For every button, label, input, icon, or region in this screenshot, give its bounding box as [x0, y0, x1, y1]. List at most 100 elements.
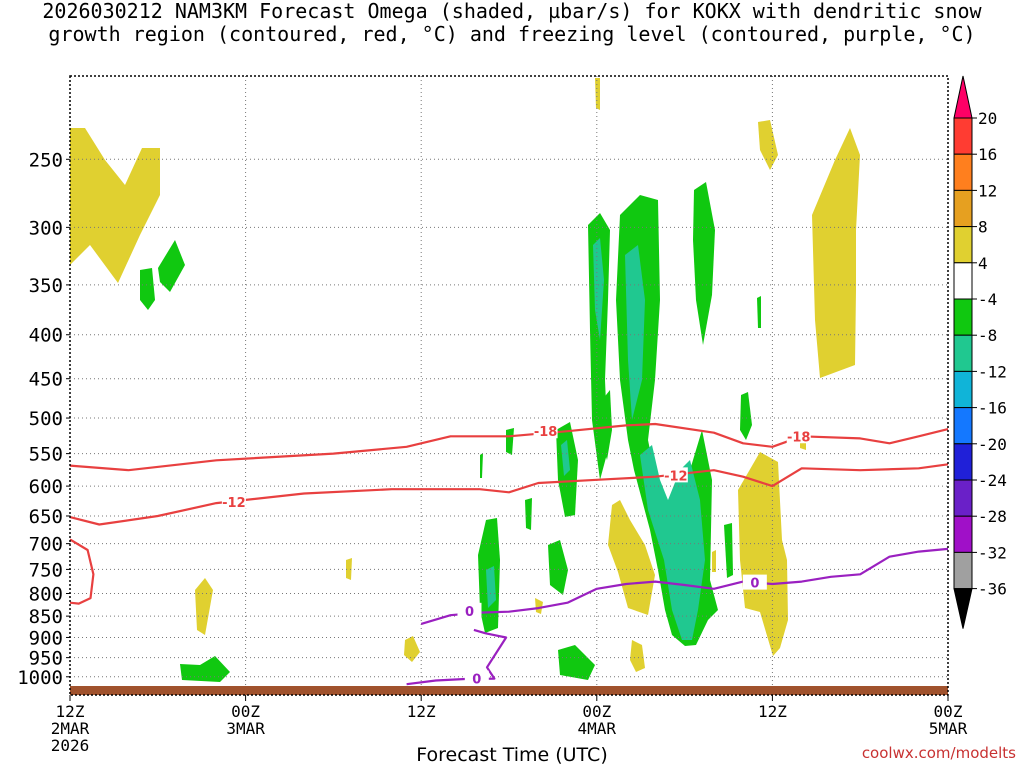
y-tick-label: 900	[29, 627, 63, 649]
omega-region	[625, 245, 645, 420]
colorbar-swatch	[953, 262, 973, 300]
omega-region	[506, 428, 514, 455]
y-tick-label: 500	[29, 408, 63, 430]
colorbar-label: 20	[978, 109, 997, 128]
y-tick-label: 300	[29, 217, 63, 239]
colorbar-swatch	[953, 298, 973, 336]
contour-label: -12	[222, 496, 246, 511]
contour-label-bg	[221, 493, 246, 509]
colorbar-swatch	[953, 370, 973, 409]
contour-label-bg	[457, 602, 482, 618]
omega-region	[346, 558, 352, 580]
y-tick-label: 750	[29, 559, 63, 581]
y-tick-label: 450	[29, 369, 63, 391]
contour-line	[69, 422, 949, 472]
omega-colorbar: 20 16 12 8 4 -4 -8 -12 -16 -20 -24 -28 -32 -36	[953, 75, 1007, 629]
omega-shading	[70, 78, 860, 682]
colorbar-label: 4	[978, 254, 988, 273]
axes	[69, 75, 949, 696]
y-tick-label: 700	[29, 534, 63, 556]
x-tick-label: 5MAR	[929, 719, 968, 738]
omega-region	[480, 453, 483, 478]
omega-region	[693, 182, 715, 345]
colorbar-swatch	[953, 226, 973, 264]
omega-region	[70, 128, 160, 283]
x-tick-label: 12Z	[56, 702, 85, 721]
y-tick-label: 650	[29, 506, 63, 528]
credit-text: coolwx.com/modelts	[861, 744, 1016, 762]
colorbar-label: -28	[978, 507, 1007, 526]
omega-region	[740, 392, 752, 440]
omega-region	[558, 645, 595, 680]
x-tick-label: 00Z	[934, 702, 963, 721]
contour-label: 0	[465, 605, 474, 620]
colorbar-swatch	[953, 407, 973, 445]
x-axis-title: Forecast Time (UTC)	[416, 744, 608, 766]
colorbar-label: -36	[978, 580, 1007, 599]
omega-region	[712, 550, 716, 572]
colorbar-label: -20	[978, 435, 1007, 454]
omega-region	[548, 540, 568, 595]
colorbar-swatch	[953, 515, 973, 553]
contour-label-bg	[663, 467, 688, 483]
contour-line	[406, 628, 508, 686]
omega-region	[525, 498, 532, 530]
contour-label-bg	[533, 423, 558, 439]
y-tick-label: 400	[29, 325, 63, 347]
colorbar-label: -24	[978, 471, 1007, 490]
y-tick-label: 550	[29, 444, 63, 466]
omega-region	[812, 128, 860, 378]
contour-label: -18	[787, 430, 811, 445]
x-tick-label: 12Z	[758, 702, 787, 721]
omega-region	[640, 445, 705, 640]
contour-line	[69, 463, 949, 526]
omega-region	[758, 120, 778, 170]
y-tick-label: 250	[29, 149, 63, 171]
colorbar-label: 8	[978, 218, 988, 237]
omega-region	[595, 78, 600, 110]
colorbar-label: 16	[978, 145, 997, 164]
contour-label: -18	[534, 425, 558, 440]
colorbar-swatch	[953, 189, 973, 228]
x-tick-label: 00Z	[582, 702, 611, 721]
omega-region	[180, 656, 230, 682]
omega-region	[630, 640, 645, 672]
colorbar-swatch	[953, 479, 973, 517]
omega-region	[724, 523, 733, 578]
y-tick-label: 800	[29, 583, 63, 605]
colorbar-swatch	[953, 334, 973, 372]
y-axis-ticks: 2503003504004505005506006507007508008509…	[17, 149, 70, 689]
omega-region	[608, 500, 655, 615]
title-line-1: 2026030212 NAM3KM Forecast Omega (shaded…	[42, 0, 982, 23]
x-tick-label: 2MAR	[51, 719, 90, 738]
omega-region	[757, 296, 761, 328]
contour-label-bg	[786, 428, 811, 444]
y-tick-label: 950	[29, 648, 63, 670]
contour-lines: -18 -18 -12 -12 0 0 0	[69, 422, 949, 688]
x-tick-label: 3MAR	[226, 719, 265, 738]
omega-region	[738, 452, 788, 656]
omega-region	[486, 566, 496, 608]
title-line-2: growth region (contoured, red, °C) and f…	[48, 22, 976, 46]
omega-region	[195, 578, 213, 635]
x-tick-label: 4MAR	[578, 719, 617, 738]
colorbar-label: -32	[978, 543, 1007, 562]
ground-terrain	[70, 686, 948, 695]
y-tick-label: 600	[29, 476, 63, 498]
y-tick-label: 350	[29, 275, 63, 297]
omega-region	[601, 390, 612, 460]
y-tick-label: 850	[29, 606, 63, 628]
colorbar-bottom-arrow	[953, 588, 973, 629]
x-tick-label: 2026	[51, 736, 90, 755]
colorbar-top-arrow	[953, 75, 973, 119]
colorbar-swatch	[953, 551, 973, 590]
colorbar-swatch	[953, 117, 973, 155]
chart-title: 2026030212 NAM3KM Forecast Omega (shaded…	[0, 0, 1024, 46]
contour-label-bg	[742, 574, 767, 590]
omega-region	[561, 440, 570, 476]
colorbar-swatch	[953, 443, 973, 481]
omega-region	[593, 238, 604, 340]
colorbar-label: 12	[978, 181, 997, 200]
